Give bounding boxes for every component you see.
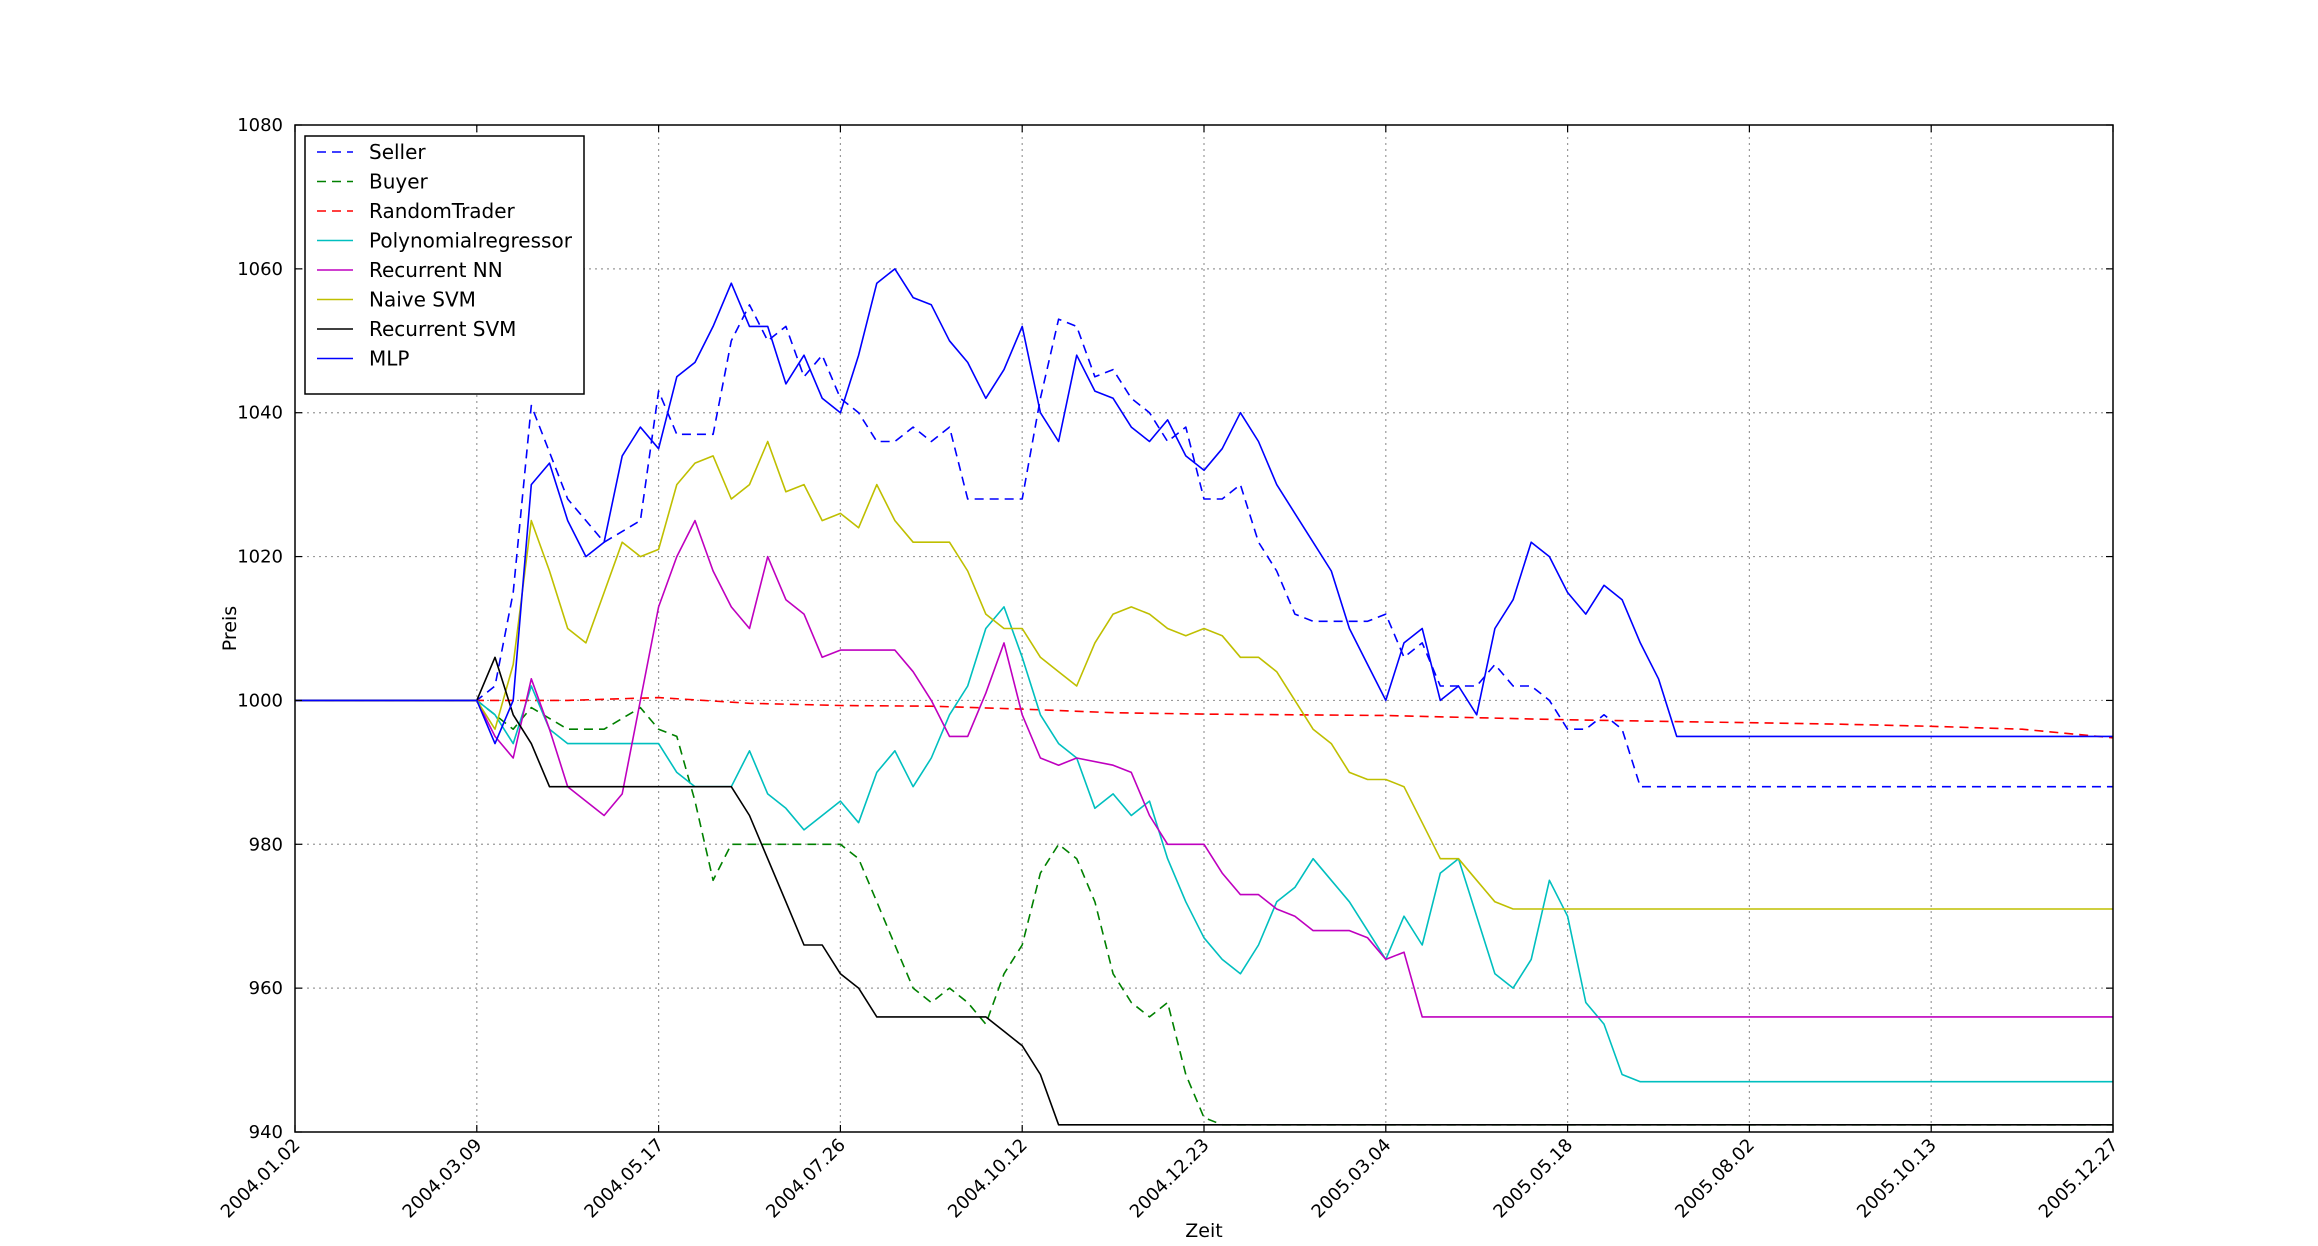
legend-label: Buyer (369, 170, 429, 194)
y-tick-label: 1020 (237, 547, 283, 568)
x-axis-label: Zeit (1185, 1220, 1222, 1242)
x-tick-label: 2005.05.18 (1489, 1135, 1577, 1223)
legend-label: Recurrent SVM (369, 317, 516, 341)
series-line-recurrent-nn (295, 519, 2113, 1018)
x-tick-label: 2004.05.17 (580, 1135, 668, 1223)
y-tick-label: 1060 (237, 259, 283, 280)
x-tick-label: 2004.10.12 (944, 1135, 1032, 1223)
legend-label: Naive SVM (369, 288, 476, 312)
series-lines (295, 268, 2114, 1126)
y-tick-label: 1080 (237, 115, 283, 136)
x-tick-label: 2004.12.23 (1126, 1135, 1214, 1223)
y-tick-label: 960 (249, 978, 283, 999)
legend-label: RandomTrader (369, 199, 516, 223)
x-tick-label: 2004.01.02 (217, 1135, 305, 1223)
x-tick-label: 2004.03.09 (399, 1135, 487, 1223)
legend-label: MLP (369, 347, 409, 371)
legend-label: Seller (369, 140, 426, 164)
y-tick-label: 1000 (237, 690, 283, 711)
legend-box (304, 135, 585, 395)
x-tick-label: 2005.12.27 (2035, 1135, 2123, 1223)
y-tick-label: 940 (249, 1122, 283, 1143)
legend-label: Polynomialregressor (369, 229, 573, 253)
series-line-polynomialregressor (295, 606, 2113, 1083)
x-tick-label: 2004.07.26 (762, 1135, 850, 1223)
series-line-mlp (295, 268, 2113, 745)
series-line-recurrent-svm (295, 656, 2113, 1126)
series-line-naive-svm (295, 440, 2113, 910)
series-line-buyer (295, 699, 2113, 1126)
y-tick-label: 980 (249, 834, 283, 855)
legend: Seller Buyer RandomTrader Polynomialregress… (304, 135, 585, 395)
series-line-randomtrader (295, 696, 2114, 739)
x-tick-label: 2005.03.04 (1308, 1135, 1396, 1223)
x-tick-label: 2005.08.02 (1671, 1135, 1759, 1223)
series-line-seller (295, 304, 2113, 788)
legend-label: Recurrent NN (369, 258, 503, 282)
x-tick-label: 2005.10.13 (1853, 1135, 1941, 1223)
y-axis-ticks: 940 960 980 1000 1020 1040 1060 1080 (237, 115, 2113, 1143)
y-tick-label: 1040 (237, 403, 283, 424)
y-axis-label: Preis (219, 606, 241, 651)
